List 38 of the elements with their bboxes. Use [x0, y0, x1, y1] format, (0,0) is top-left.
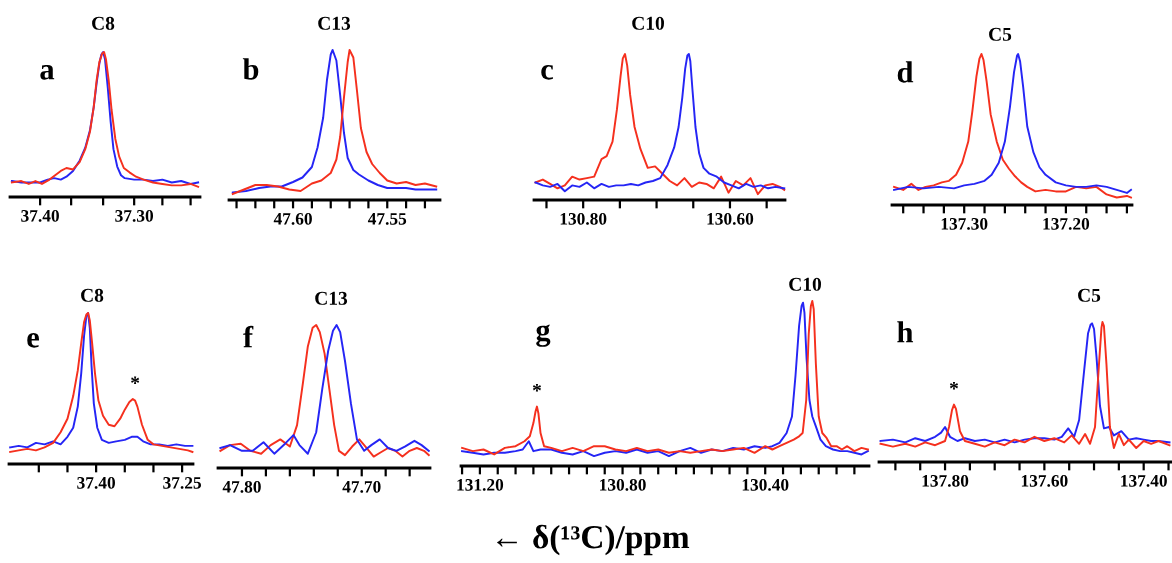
x-axis-title: ← δ(¹³C)/ppm: [497, 524, 690, 556]
x-tick-label: 137.40: [1121, 475, 1167, 487]
annotation: *: [532, 384, 542, 392]
annotation: e: [27, 332, 39, 348]
x-tick-label: 37.30: [115, 210, 154, 222]
x-tick-label: 130.80: [600, 479, 646, 491]
annotation: *: [949, 382, 959, 390]
chart-title: C5: [1078, 288, 1101, 302]
annotation: g: [536, 324, 551, 347]
x-tick-label: 47.60: [273, 213, 312, 225]
x-tick-label: 137.20: [1043, 218, 1090, 230]
chart-title: C10: [789, 277, 821, 291]
annotation: c: [541, 64, 554, 80]
chart-title: C13: [318, 16, 351, 30]
x-tick-label: 137.80: [922, 475, 969, 487]
chart-title: C5: [989, 27, 1012, 41]
x-tick-label: 130.40: [742, 479, 789, 491]
x-tick-label: 131.20: [457, 479, 504, 491]
x-tick-label: 137.60: [1021, 475, 1068, 487]
annotation: a: [40, 65, 55, 80]
annotation: d: [897, 61, 914, 83]
x-tick-label: 47.80: [222, 481, 261, 493]
annotation: b: [242, 58, 259, 80]
chart-title: C10: [632, 16, 664, 30]
annotation: *: [131, 376, 140, 384]
x-tick-label: 130.80: [560, 213, 607, 225]
chart-title: C13: [315, 291, 348, 305]
x-tick-label: 37.25: [163, 477, 202, 489]
x-tick-label: 37.40: [77, 477, 115, 489]
chart-title: C8: [92, 16, 115, 30]
x-tick-label: 47.55: [367, 213, 407, 225]
annotation: h: [897, 321, 914, 343]
x-tick-label: 37.40: [21, 210, 59, 222]
x-tick-label: 47.70: [342, 481, 381, 493]
x-tick-label: 130.60: [707, 213, 754, 225]
chart-title: C8: [81, 288, 104, 302]
annotation: f: [243, 325, 254, 348]
x-tick-label: 137.30: [941, 218, 988, 230]
